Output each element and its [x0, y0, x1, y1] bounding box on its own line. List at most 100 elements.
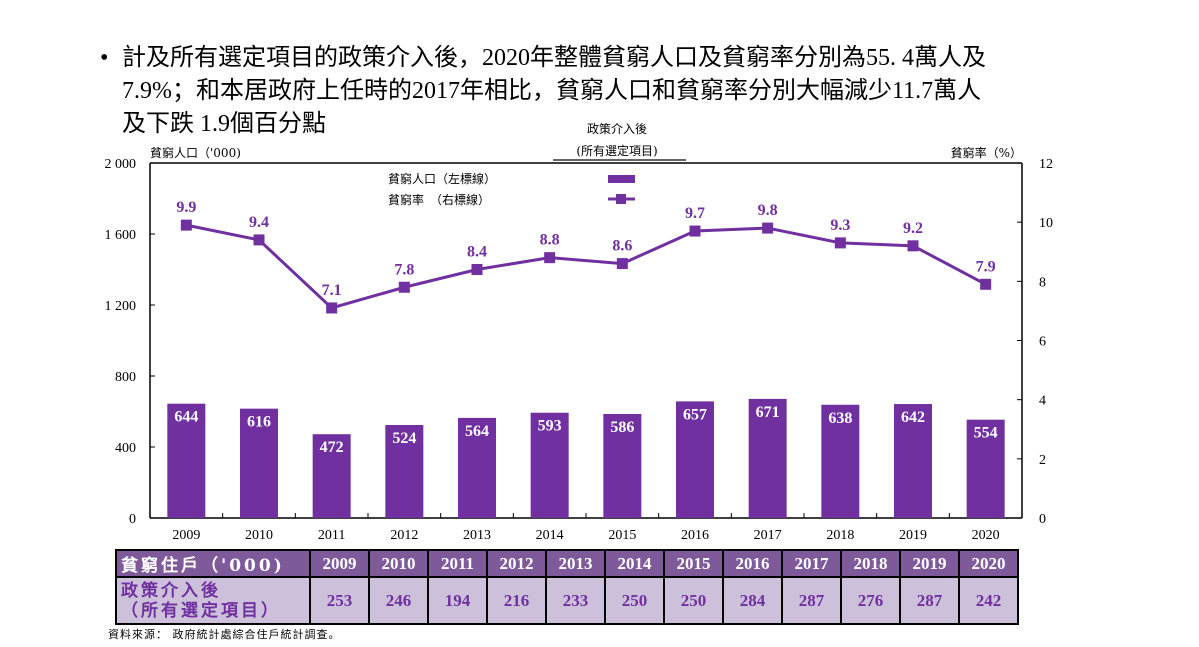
- rate-marker: [762, 222, 774, 234]
- y2-tick-label: 10: [1039, 216, 1053, 231]
- table-year: 2014: [604, 549, 665, 578]
- y2-tick-label: 2: [1039, 453, 1046, 468]
- y-axis: 0 400 800 1 200 1 600 2 000: [105, 157, 155, 527]
- rate-marker: [834, 237, 846, 249]
- rate-marker: [907, 240, 919, 252]
- rate-marker: [471, 264, 483, 275]
- rate-label: 9.7: [685, 205, 705, 222]
- y-tick-label: 1 600: [105, 228, 137, 243]
- rate-label: 8.8: [540, 232, 560, 249]
- table-row: 政策介入後 （所有選定項目） 253 246 194 216 233 250 2…: [115, 576, 1019, 625]
- table-cell: 276: [840, 576, 901, 625]
- headline-line-1: 計及所有選定項目的政策介入後，2020年整體貧窮人口及貧窮率分別為55. 4萬人…: [122, 45, 986, 71]
- table-cell: 250: [663, 576, 724, 625]
- bar: [312, 434, 351, 518]
- x-tick-label: 2012: [390, 528, 418, 543]
- bar-label: 554: [974, 425, 998, 442]
- legend-swatch-marker: [616, 194, 626, 204]
- bar: [458, 417, 496, 518]
- rate-label: 9.2: [903, 220, 923, 237]
- bullet-icon: •: [100, 45, 109, 71]
- bar-series: 644 616 472 524 564 593 586 657 671 638 642 554: [167, 398, 1005, 518]
- bar-label: 564: [465, 423, 489, 440]
- bar-label: 524: [392, 430, 416, 447]
- table-year: 2013: [545, 549, 606, 578]
- y-tick-label: 400: [115, 441, 136, 456]
- bar-label: 642: [901, 409, 925, 426]
- bar: [676, 401, 714, 518]
- y2-axis-label: 貧窮率（%）: [951, 145, 1022, 160]
- table-cell: 194: [427, 576, 488, 625]
- table-cell: 253: [309, 576, 370, 625]
- x-tick-label: 2015: [608, 528, 636, 543]
- rate-marker: [544, 252, 556, 264]
- bar: [167, 403, 206, 518]
- bar: [530, 412, 569, 518]
- rate-label: 9.9: [176, 199, 196, 216]
- rate-label: 7.8: [394, 261, 414, 278]
- table-cell: 246: [368, 576, 429, 625]
- y2-axis: 0 2 4 6 8 10 12: [1017, 157, 1053, 527]
- table-row-label-line-2: （所有選定項目）: [121, 600, 281, 621]
- rate-label: 7.9: [976, 258, 996, 275]
- y-tick-label: 800: [115, 370, 136, 385]
- headline-line-2: 7.9%；和本居政府上任時的2017年相比，貧窮人口和貧窮率分別大幅減少11.7…: [122, 78, 982, 104]
- bar-label: 593: [538, 418, 562, 435]
- table-cell: 242: [958, 576, 1019, 625]
- y2-tick-label: 0: [1039, 512, 1046, 527]
- table-year: 2009: [309, 549, 370, 578]
- legend: 貧窮人口（左標線） 貧窮率 （右標線）: [388, 171, 635, 207]
- table-year: 2010: [368, 549, 429, 578]
- x-tick-label: 2011: [318, 528, 345, 543]
- y-tick-label: 2 000: [105, 157, 137, 172]
- table-header-label: 貧窮住戶（'000): [115, 549, 311, 578]
- bar: [603, 413, 642, 518]
- table-row-label-line-1: 政策介入後: [121, 580, 221, 601]
- rate-label: 9.3: [830, 217, 850, 234]
- chart-subtitle: (所有選定項目): [576, 143, 657, 158]
- table-year: 2015: [663, 549, 724, 578]
- rate-marker: [980, 278, 992, 290]
- table-year: 2011: [427, 549, 488, 578]
- households-table: 貧窮住戶（'000) 2009 2010 2011 2012 2013 2014…: [115, 549, 1019, 625]
- rate-marker: [253, 234, 265, 246]
- rate-line: [186, 223, 987, 310]
- rate-label: 9.4: [249, 214, 269, 231]
- rate-marker: [326, 302, 338, 314]
- x-tick-label: 2014: [536, 528, 564, 543]
- legend-label-line: 貧窮率 （右標線）: [388, 192, 490, 207]
- table-year: 2018: [840, 549, 901, 578]
- x-tick-label: 2019: [899, 528, 927, 543]
- rate-marker: [398, 281, 410, 293]
- bar: [821, 404, 860, 518]
- rate-marker: [616, 258, 628, 270]
- headline-line-3: 及下跌 1.9個百分點: [122, 111, 326, 137]
- table-year: 2020: [958, 549, 1019, 578]
- y2-tick-label: 8: [1039, 275, 1046, 290]
- line-series: 9.9 9.4 7.1 7.8 8.4 8.8 8.6 9.7 9.8 9.3 9.2 7.9: [176, 199, 996, 314]
- bar-label: 472: [320, 439, 344, 456]
- table-year: 2019: [899, 549, 960, 578]
- bar: [385, 424, 424, 518]
- x-tick-label: 2018: [826, 528, 854, 543]
- bar-label: 586: [610, 419, 634, 436]
- x-tick-label: 2010: [245, 528, 273, 543]
- table-header-row: 貧窮住戶（'000) 2009 2010 2011 2012 2013 2014…: [115, 549, 1019, 578]
- rate-label: 7.1: [322, 282, 342, 299]
- x-axis: 2009 2010 2011 2012 2013 2014 2015 2016 2017 2018…: [172, 513, 1000, 543]
- table-cell: 287: [899, 576, 960, 625]
- y2-tick-label: 4: [1039, 394, 1046, 409]
- bar: [748, 398, 787, 518]
- table-cell: 287: [781, 576, 842, 625]
- bar-label: 616: [247, 414, 271, 431]
- y2-tick-label: 12: [1039, 157, 1053, 172]
- rate-label: 9.8: [758, 202, 778, 219]
- bar: [966, 419, 1005, 518]
- bar: [240, 408, 278, 518]
- x-tick-label: 2020: [972, 528, 1000, 543]
- table-year: 2017: [781, 549, 842, 578]
- table-cell: 250: [604, 576, 665, 625]
- bar-label: 657: [683, 406, 707, 423]
- bar-label: 644: [174, 409, 198, 426]
